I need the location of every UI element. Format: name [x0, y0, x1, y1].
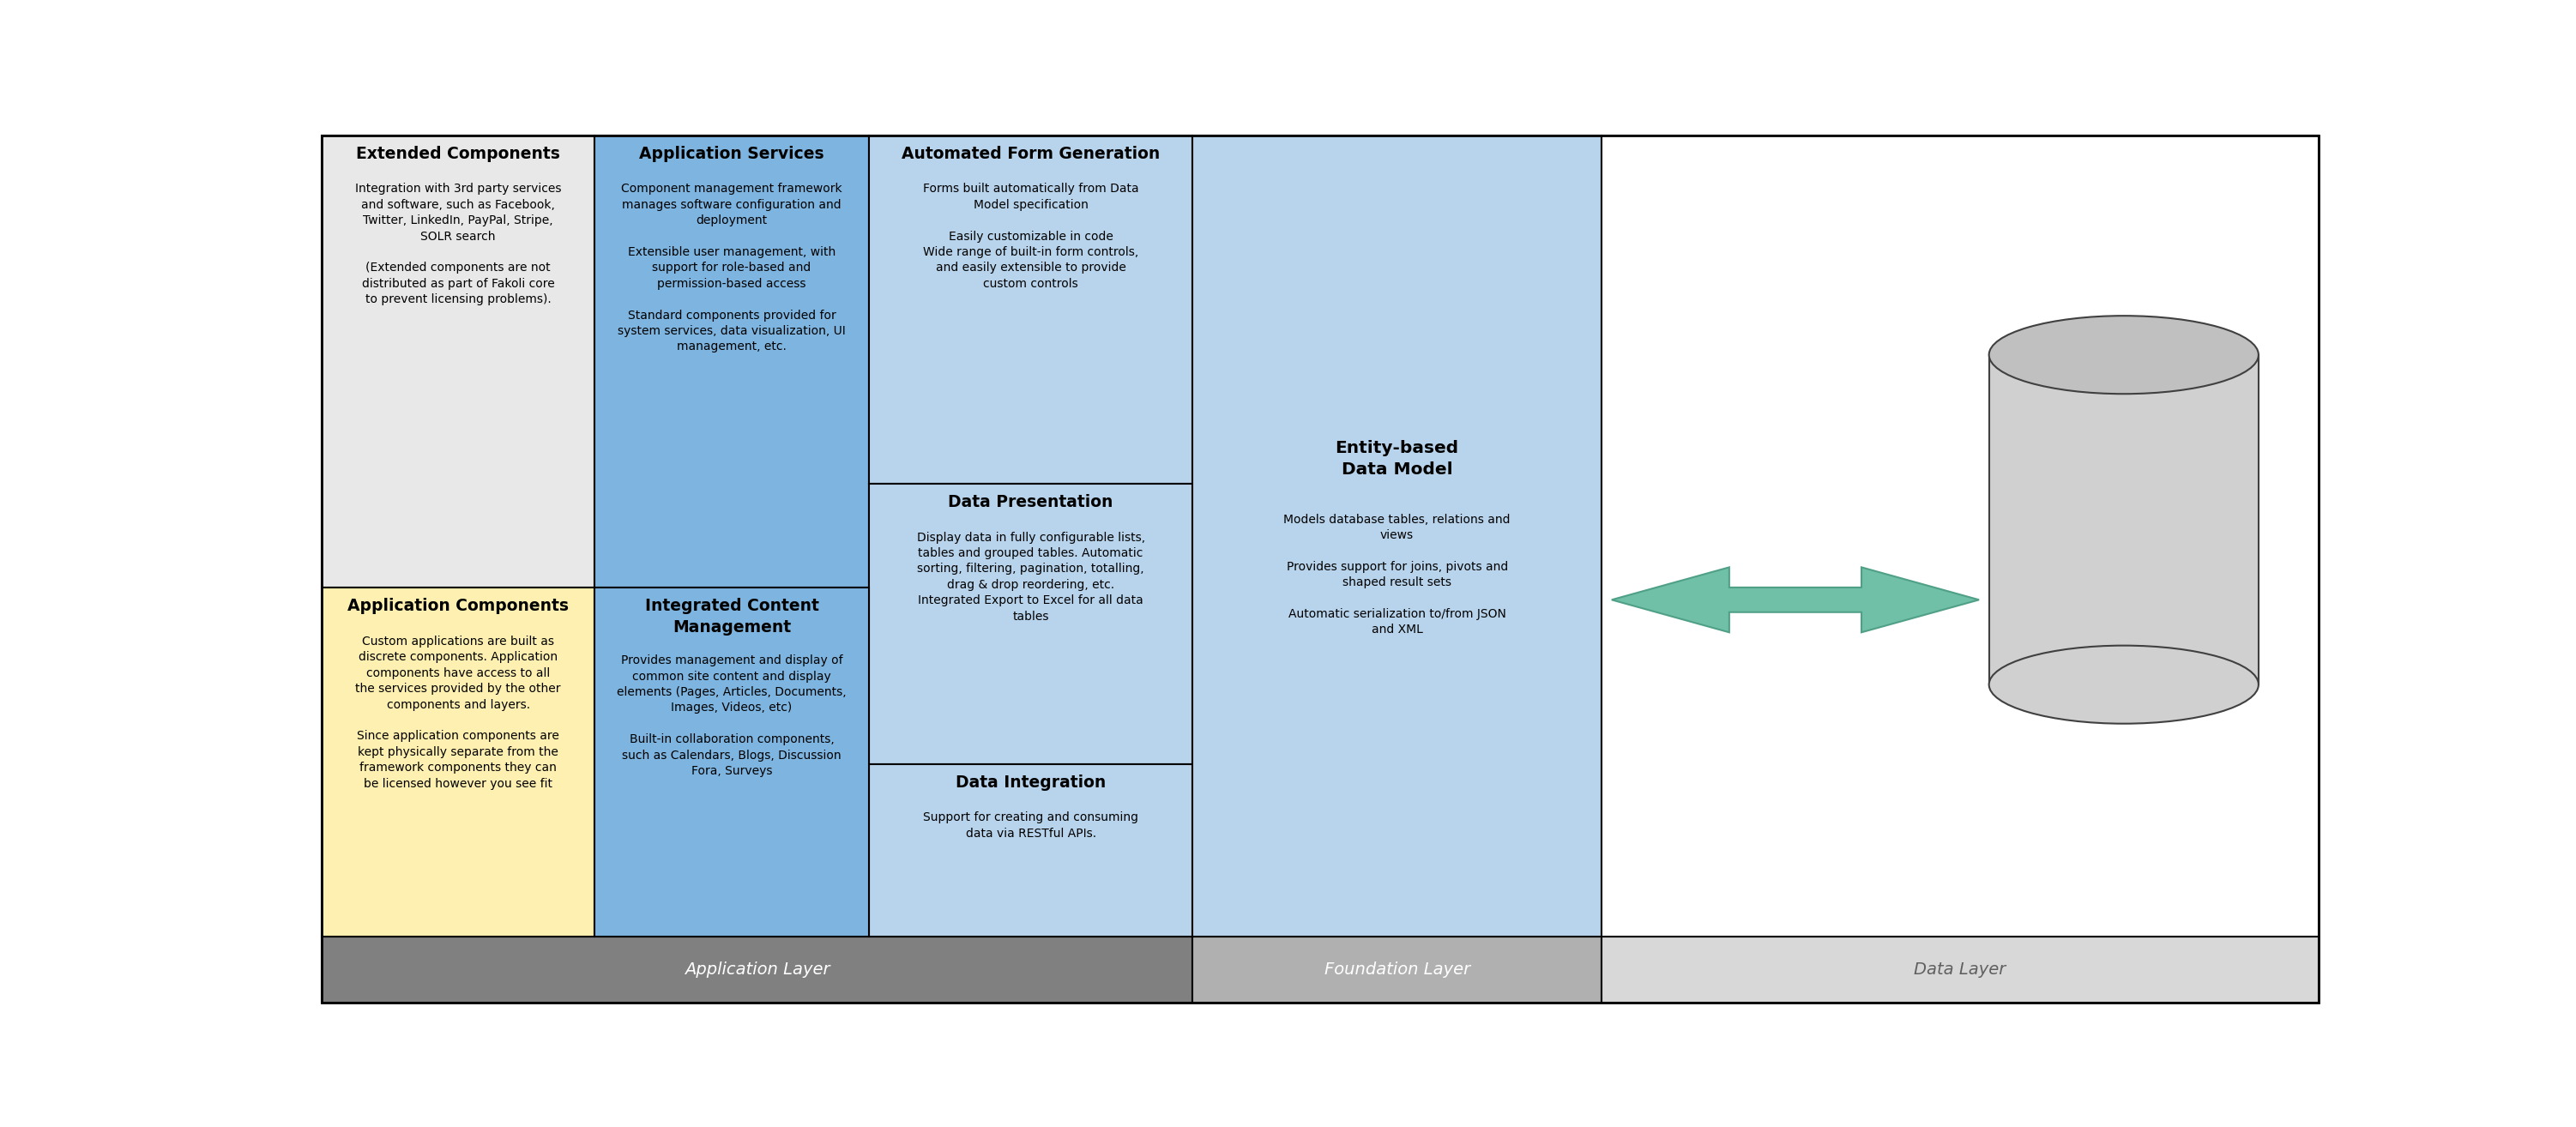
Text: Models database tables, relations and
views

Provides support for joins, pivots : Models database tables, relations and vi…: [1283, 514, 1510, 636]
Text: Entity-based
Data Model: Entity-based Data Model: [1334, 440, 1458, 478]
Bar: [322, 588, 595, 937]
Bar: [1193, 135, 1602, 937]
Text: Integrated Content
Management: Integrated Content Management: [644, 598, 819, 636]
Text: Application Layer: Application Layer: [685, 961, 829, 978]
Ellipse shape: [1989, 646, 2259, 724]
Ellipse shape: [1989, 316, 2259, 393]
Bar: [322, 135, 595, 588]
Text: Display data in fully configurable lists,
tables and grouped tables. Automatic
s: Display data in fully configurable lists…: [917, 532, 1144, 622]
Text: Foundation Layer: Foundation Layer: [1324, 961, 1471, 978]
Text: Data Layer: Data Layer: [1914, 961, 2007, 978]
Bar: [1602, 937, 2318, 1003]
Text: Component management framework
manages software configuration and
deployment

Ex: Component management framework manages s…: [618, 183, 845, 353]
Text: Integration with 3rd party services
and software, such as Facebook,
Twitter, Lin: Integration with 3rd party services and …: [355, 183, 562, 305]
Bar: [868, 483, 1193, 764]
Text: Automated Form Generation: Automated Form Generation: [902, 145, 1159, 162]
Polygon shape: [1613, 567, 1978, 632]
Text: Application Components: Application Components: [348, 598, 569, 614]
Bar: [868, 764, 1193, 937]
Text: Data Presentation: Data Presentation: [948, 494, 1113, 511]
Bar: [1989, 355, 2259, 684]
Text: Application Services: Application Services: [639, 145, 824, 162]
Text: MySQL
Database: MySQL Database: [2092, 496, 2156, 526]
Bar: [1193, 937, 1602, 1003]
Text: Forms built automatically from Data
Model specification

Easily customizable in : Forms built automatically from Data Mode…: [922, 183, 1139, 290]
Text: Support for creating and consuming
data via RESTful APIs.: Support for creating and consuming data …: [922, 811, 1139, 840]
Bar: [868, 135, 1193, 483]
Text: Data Integration: Data Integration: [956, 774, 1105, 791]
Text: Extended Components: Extended Components: [355, 145, 559, 162]
Bar: [322, 937, 1193, 1003]
Bar: [1602, 135, 2318, 937]
Text: Provides management and display of
common site content and display
elements (Pag: Provides management and display of commo…: [618, 655, 848, 778]
Bar: [595, 588, 868, 937]
Bar: [595, 135, 868, 588]
Text: Custom applications are built as
discrete components. Application
components hav: Custom applications are built as discret…: [355, 636, 562, 790]
